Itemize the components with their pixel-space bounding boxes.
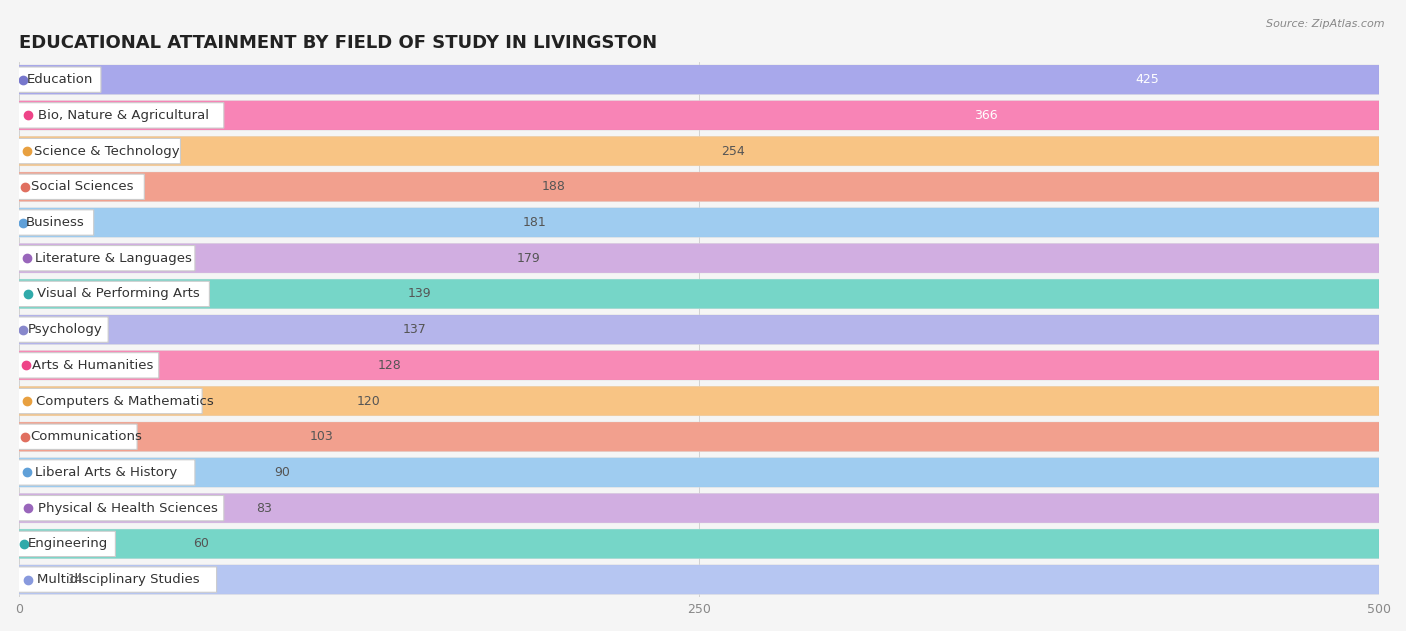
Text: 254: 254 [721,144,745,158]
FancyBboxPatch shape [18,351,1379,380]
Text: Engineering: Engineering [28,538,108,550]
FancyBboxPatch shape [14,67,101,92]
Text: Business: Business [27,216,84,229]
Text: Bio, Nature & Agricultural: Bio, Nature & Agricultural [38,109,209,122]
FancyBboxPatch shape [14,495,224,521]
FancyBboxPatch shape [18,136,1379,166]
FancyBboxPatch shape [18,172,1379,201]
Text: Liberal Arts & History: Liberal Arts & History [35,466,177,479]
Text: 139: 139 [408,288,432,300]
FancyBboxPatch shape [18,65,1379,94]
FancyBboxPatch shape [14,210,94,235]
FancyBboxPatch shape [14,138,180,164]
FancyBboxPatch shape [18,565,1379,594]
Text: 103: 103 [311,430,333,443]
FancyBboxPatch shape [18,493,1379,523]
FancyBboxPatch shape [18,315,1379,345]
Text: Source: ZipAtlas.com: Source: ZipAtlas.com [1267,19,1385,29]
Text: 181: 181 [522,216,546,229]
FancyBboxPatch shape [18,458,1379,487]
FancyBboxPatch shape [18,529,1379,558]
FancyBboxPatch shape [14,353,159,378]
FancyBboxPatch shape [18,101,1379,130]
FancyBboxPatch shape [18,101,1379,130]
FancyBboxPatch shape [18,386,1379,416]
Text: Communications: Communications [30,430,142,443]
Text: Science & Technology: Science & Technology [34,144,180,158]
FancyBboxPatch shape [14,245,195,271]
Text: 14: 14 [67,573,84,586]
Text: Visual & Performing Arts: Visual & Performing Arts [37,288,200,300]
FancyBboxPatch shape [18,244,1379,273]
FancyBboxPatch shape [14,174,145,199]
FancyBboxPatch shape [18,386,1379,416]
Text: 83: 83 [256,502,271,515]
FancyBboxPatch shape [18,422,1379,451]
Text: EDUCATIONAL ATTAINMENT BY FIELD OF STUDY IN LIVINGSTON: EDUCATIONAL ATTAINMENT BY FIELD OF STUDY… [20,34,657,52]
Text: Arts & Humanities: Arts & Humanities [32,359,153,372]
Text: Education: Education [27,73,93,86]
FancyBboxPatch shape [18,208,1379,237]
FancyBboxPatch shape [18,351,1379,380]
FancyBboxPatch shape [14,460,195,485]
Text: Social Sciences: Social Sciences [31,180,134,193]
FancyBboxPatch shape [18,208,1379,237]
FancyBboxPatch shape [14,531,115,557]
FancyBboxPatch shape [18,136,1379,166]
Text: 425: 425 [1135,73,1159,86]
FancyBboxPatch shape [14,388,202,414]
FancyBboxPatch shape [18,422,1379,451]
Text: 90: 90 [274,466,291,479]
Text: 120: 120 [356,394,380,408]
Text: Computers & Mathematics: Computers & Mathematics [37,394,214,408]
FancyBboxPatch shape [14,281,209,307]
FancyBboxPatch shape [14,103,224,128]
FancyBboxPatch shape [18,315,1379,345]
FancyBboxPatch shape [14,317,108,342]
FancyBboxPatch shape [18,529,1379,558]
Text: 366: 366 [974,109,998,122]
FancyBboxPatch shape [18,280,1379,309]
Text: Psychology: Psychology [28,323,103,336]
Text: 179: 179 [517,252,540,265]
Text: 188: 188 [541,180,565,193]
FancyBboxPatch shape [18,280,1379,309]
Text: 60: 60 [193,538,209,550]
FancyBboxPatch shape [18,458,1379,487]
FancyBboxPatch shape [14,424,136,449]
Text: Multidisciplinary Studies: Multidisciplinary Studies [38,573,200,586]
Text: 137: 137 [402,323,426,336]
FancyBboxPatch shape [14,567,217,593]
FancyBboxPatch shape [18,565,1379,594]
Text: 128: 128 [378,359,402,372]
FancyBboxPatch shape [18,65,1379,94]
FancyBboxPatch shape [18,244,1379,273]
FancyBboxPatch shape [18,172,1379,201]
Text: Physical & Health Sciences: Physical & Health Sciences [38,502,218,515]
FancyBboxPatch shape [18,493,1379,523]
Text: Literature & Languages: Literature & Languages [35,252,193,265]
